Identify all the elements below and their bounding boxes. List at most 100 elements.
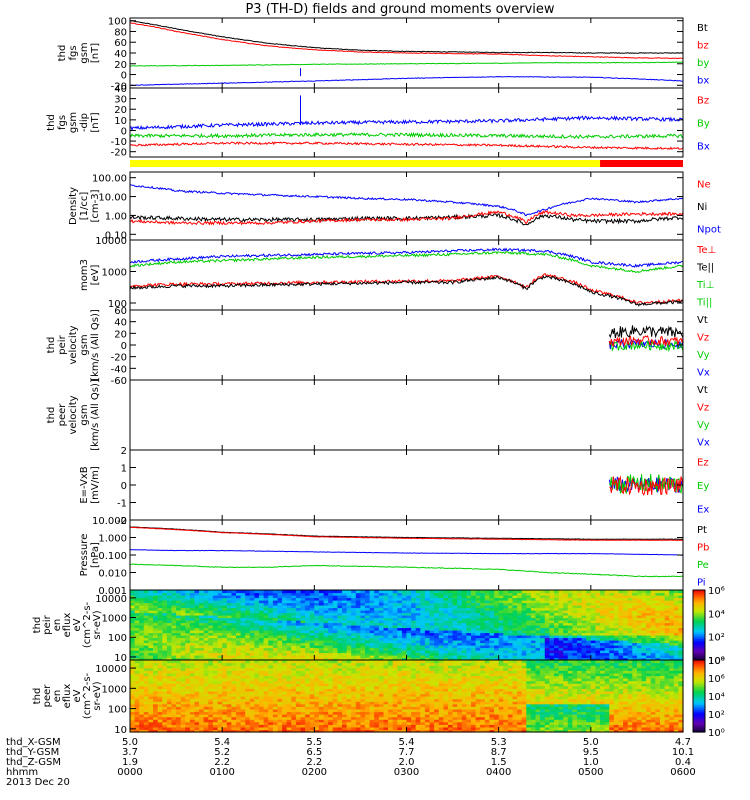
spectrogram-cell [577, 590, 583, 594]
spectrogram-cell [540, 620, 546, 624]
spectrogram-cell [613, 602, 620, 606]
spectrogram-cell [194, 647, 200, 651]
spectrogram-cell [134, 670, 140, 674]
spectrogram-cell [623, 622, 629, 626]
spectrogram-cell [401, 630, 408, 634]
spectrogram-cell [609, 635, 615, 639]
spectrogram-cell [369, 627, 375, 631]
spectrogram-cell [554, 627, 560, 631]
spectrogram-cell [669, 655, 675, 659]
spectrogram-cell [355, 610, 361, 614]
spectrogram-cell [139, 711, 145, 715]
spectrogram-cell [245, 630, 251, 634]
spectrogram-cell [351, 627, 357, 631]
spectrogram-cell [392, 655, 398, 659]
spectrogram-cell [318, 685, 325, 689]
spectrogram-cell [189, 721, 196, 725]
spectrogram-cell [540, 612, 546, 616]
spectrogram-cell [263, 708, 269, 713]
spectrogram-cell [291, 683, 297, 687]
spectrogram-cell [318, 657, 325, 661]
spectrogram-cell [660, 607, 666, 611]
spectrogram-cell [429, 632, 435, 636]
spectrogram-cell [577, 655, 583, 659]
spectrogram-cell [259, 597, 265, 601]
spectrogram-cell [420, 610, 426, 614]
spectrogram-cell [572, 645, 578, 649]
spectrogram-cell [236, 724, 242, 728]
spectrogram-cell [526, 650, 532, 654]
spectrogram-cell [203, 655, 209, 659]
ytick-label: 20 [114, 105, 127, 116]
spectrogram-cell [157, 667, 163, 671]
spectrogram-cell [563, 637, 569, 641]
spectrogram-cell [337, 605, 343, 609]
spectrogram-cell [254, 729, 260, 733]
spectrogram-cell [484, 620, 490, 624]
spectrogram-cell [323, 612, 329, 616]
spectrogram-cell [411, 657, 417, 661]
spectrogram-cell [153, 696, 159, 700]
spectrogram-cell [295, 617, 302, 621]
colorbar-cell [693, 625, 705, 628]
spectrogram-cell [212, 703, 219, 707]
spectrogram-cell [424, 595, 431, 599]
spectrogram-cell [669, 602, 675, 606]
spectrogram-cell [148, 667, 154, 671]
spectrogram-cell [277, 617, 283, 621]
spectrogram-cell [189, 701, 196, 705]
spectrogram-cell [162, 721, 168, 725]
spectrogram-cell [176, 683, 182, 687]
spectrogram-cell [471, 607, 477, 611]
spectrogram-cell [443, 645, 449, 649]
spectrogram-cell [300, 729, 306, 733]
spectrogram-cell [623, 600, 629, 604]
spectrogram-cell [212, 622, 219, 626]
spectrogram-cell [291, 696, 297, 700]
spectrogram-cell [318, 701, 325, 705]
spectrogram-cell [212, 652, 219, 656]
spectrogram-cell [189, 719, 196, 723]
spectrogram-cell [282, 612, 288, 616]
spectrogram-cell [351, 595, 357, 599]
spectrogram-cell [153, 706, 159, 710]
spectrogram-cell [268, 685, 274, 689]
spectrogram-cell [194, 698, 200, 702]
spectrogram-cell [222, 590, 228, 594]
spectrogram-cell [153, 714, 159, 718]
spectrogram-cell [286, 690, 292, 695]
spectrogram-cell [300, 597, 306, 601]
spectrogram-cell [236, 726, 242, 731]
spectrogram-cell [249, 680, 255, 684]
spectrogram-cell [655, 612, 661, 616]
spectrogram-cell [254, 667, 260, 671]
spectrogram-cell [208, 652, 214, 656]
spectrogram-cell [655, 630, 661, 634]
spectrogram-cell [277, 665, 283, 669]
spectrogram-cell [480, 617, 486, 621]
spectrogram-cell [282, 655, 288, 659]
ytick-label: 100.00 [92, 174, 127, 185]
spectrogram-cell [351, 607, 357, 611]
spectrogram-cell [300, 590, 306, 594]
spectrogram-cell [365, 595, 371, 599]
spectrogram-cell [240, 597, 246, 601]
spectrogram-cell [277, 615, 283, 619]
spectrogram-cell [512, 640, 518, 644]
spectrogram-cell [595, 630, 601, 634]
spectrogram-cell [434, 595, 440, 599]
spectrogram-cell [507, 622, 514, 626]
spectrogram-cell [452, 600, 458, 604]
spectrogram-cell [669, 640, 675, 644]
ylabel-line: fgs [57, 115, 68, 130]
spectrogram-cell [650, 627, 656, 631]
spectrogram-cell [590, 590, 596, 594]
spectrogram-cell [130, 600, 136, 604]
spectrogram-cell [480, 652, 486, 656]
spectrogram-cell [249, 610, 255, 614]
spectrogram-cell [249, 724, 255, 728]
spectrogram-cell [282, 670, 288, 674]
spectrogram-cell [489, 625, 495, 629]
spectrogram-cell [438, 655, 444, 659]
spectrogram-cell [226, 640, 232, 644]
